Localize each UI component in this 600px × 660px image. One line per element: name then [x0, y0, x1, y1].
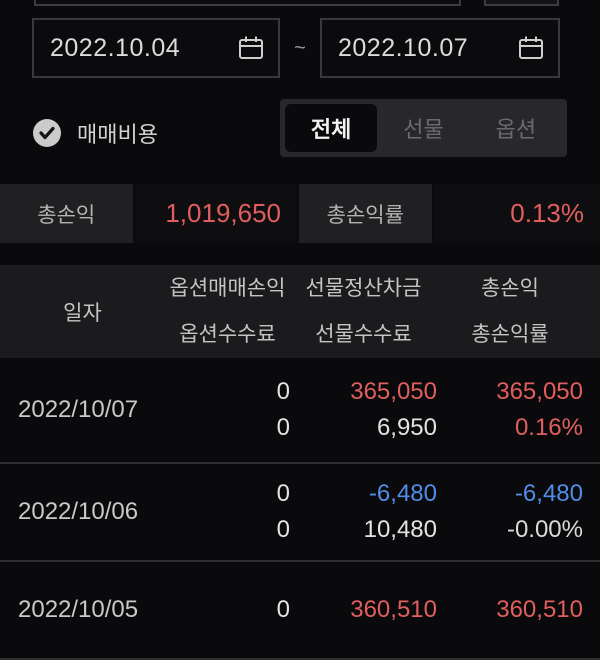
- header-total-pl: 총손익: [481, 276, 539, 300]
- end-date-input[interactable]: 2022.10.07: [320, 18, 560, 78]
- tab-futures[interactable]: 선물: [403, 117, 444, 142]
- futures-settlement-value: -6,480: [368, 480, 437, 507]
- option-fee-value: 0: [276, 414, 290, 441]
- summary-bar: 총손익 1,019,650 총손익률 0.13%: [0, 184, 600, 243]
- row-total-cell: 360,510: [437, 562, 583, 658]
- option-pl-value: 0: [276, 596, 290, 623]
- row-date: 2022/10/06: [18, 498, 139, 525]
- table-row: 2022/10/07 0 0 365,050 6,950 365,050 0.1…: [0, 358, 600, 464]
- end-date-value: 2022.10.07: [338, 33, 469, 62]
- total-pl-value: 365,050: [496, 378, 583, 405]
- cutoff-input-top[interactable]: [34, 0, 461, 6]
- total-rate-value: -0.00%: [506, 516, 583, 543]
- cutoff-button-top[interactable]: [484, 0, 559, 6]
- category-tab-group: 전체 선물 옵션: [280, 99, 567, 157]
- start-date-input[interactable]: 2022.10.04: [32, 18, 280, 78]
- tab-all[interactable]: 전체: [285, 104, 378, 152]
- trading-cost-label: 매매비용: [77, 122, 158, 147]
- row-option-cell: 0 0: [165, 464, 290, 560]
- futures-settlement-value: 360,510: [350, 596, 437, 623]
- start-date-value: 2022.10.04: [50, 33, 181, 62]
- total-pl-value: -6,480: [514, 480, 583, 507]
- table-header: 일자 옵션매매손익 옵션수수료 선물정산차금 선물수수료 총손익 총손익률: [0, 265, 600, 358]
- calendar-icon[interactable]: [237, 34, 265, 62]
- total-rate-value: 0.16%: [514, 414, 583, 441]
- option-fee-value: 0: [276, 516, 290, 543]
- header-total-col: 총손익 총손익률: [437, 265, 583, 358]
- futures-fee-value: 6,950: [376, 414, 437, 441]
- tab-options[interactable]: 옵션: [495, 117, 537, 142]
- total-pl-value: 1,019,650: [134, 184, 298, 243]
- total-pl-rate-label: 총손익률: [299, 184, 432, 243]
- header-futures-fee: 선물수수료: [315, 322, 412, 346]
- header-option-pl: 옵션매매손익: [169, 276, 286, 300]
- header-option-col: 옵션매매손익 옵션수수료: [165, 265, 290, 358]
- futures-fee-value: 10,480: [363, 516, 437, 543]
- trading-cost-checkbox[interactable]: [33, 119, 61, 147]
- row-option-cell: 0: [165, 562, 290, 658]
- row-date: 2022/10/05: [18, 596, 139, 623]
- row-option-cell: 0 0: [165, 358, 290, 462]
- header-option-fee: 옵션수수료: [179, 322, 276, 346]
- table-body: 2022/10/07 0 0 365,050 6,950 365,050 0.1…: [0, 358, 600, 660]
- total-pl-rate-value: 0.13%: [433, 184, 600, 243]
- row-total-cell: -6,480 -0.00%: [437, 464, 583, 560]
- date-range-separator: ~: [294, 36, 306, 59]
- check-icon: [39, 126, 55, 140]
- option-pl-value: 0: [276, 480, 290, 507]
- header-futures-col: 선물정산차금 선물수수료: [290, 265, 437, 358]
- table-row: 2022/10/05 0 360,510 360,510: [0, 562, 600, 660]
- row-total-cell: 365,050 0.16%: [437, 358, 583, 462]
- row-futures-cell: -6,480 10,480: [290, 464, 437, 560]
- row-futures-cell: 360,510: [290, 562, 437, 658]
- header-total-rate: 총손익률: [471, 322, 549, 346]
- option-pl-value: 0: [276, 378, 290, 405]
- total-pl-value: 360,510: [496, 596, 583, 623]
- row-date: 2022/10/07: [18, 396, 139, 423]
- futures-settlement-value: 365,050: [350, 378, 437, 405]
- total-pl-label: 총손익: [0, 184, 133, 243]
- header-futures-settlement: 선물정산차금: [305, 276, 422, 300]
- row-futures-cell: 365,050 6,950: [290, 358, 437, 462]
- table-row: 2022/10/06 0 0 -6,480 10,480 -6,480 -0.0…: [0, 464, 600, 562]
- header-date: 일자: [63, 301, 102, 325]
- calendar-icon[interactable]: [517, 34, 545, 62]
